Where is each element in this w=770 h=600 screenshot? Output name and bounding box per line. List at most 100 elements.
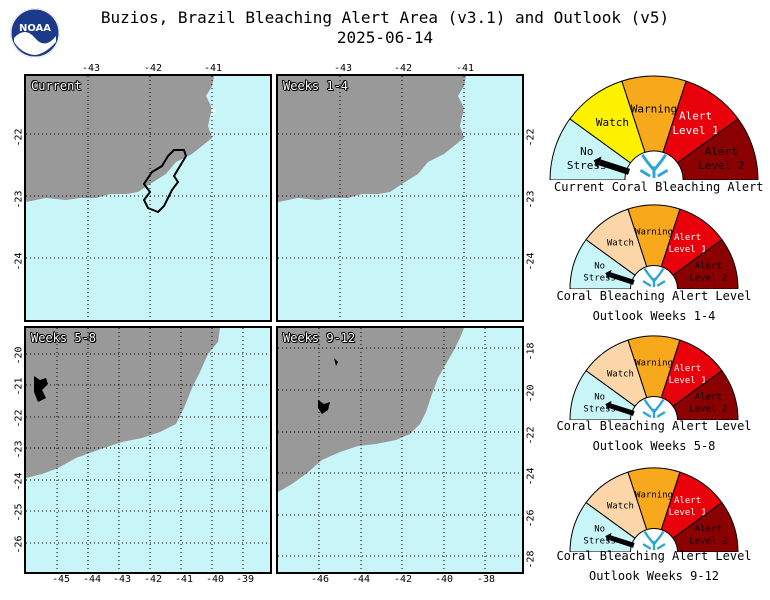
gauge-segment — [660, 339, 723, 407]
gauge-caption-outlook: Outlook Weeks 9-12 — [588, 569, 720, 583]
gauge-segment — [621, 75, 687, 153]
gauge-segment-label: Warning — [635, 491, 673, 501]
axis-tick: -25 — [13, 503, 25, 522]
gauge-segment — [585, 339, 648, 407]
axis-tick: -22 — [525, 128, 537, 147]
gauge-segment-label: No — [594, 393, 605, 403]
gauge-segment-label: Level 1 — [669, 376, 707, 386]
gauge-segment — [672, 501, 739, 553]
gauge-segment-label: Watch — [607, 369, 634, 379]
gauge-needle-head — [605, 532, 612, 543]
axis-tick: -24 — [13, 472, 25, 491]
axis-tick: -23 — [525, 190, 537, 209]
axis-tick: -44 — [83, 574, 102, 585]
coral-icon — [642, 398, 666, 418]
axis-tick: -20 — [13, 346, 25, 365]
land-area — [26, 76, 214, 202]
gauge-segment — [660, 471, 723, 539]
noaa-logo-text: NOAA — [19, 23, 51, 34]
gauge-needle — [609, 272, 635, 285]
gauge-needle — [609, 535, 635, 548]
gauge-segment-label: Alert — [705, 145, 738, 158]
gauge-segment-label: Warning — [635, 228, 673, 238]
gauge-segment-label: Watch — [607, 238, 634, 248]
gauge-segment-label: Level 2 — [689, 536, 727, 546]
map-panel-weeks-9-12: Weeks 9-12 — [276, 326, 524, 574]
axis-tick: -46 — [311, 574, 330, 585]
axis-tick: -18 — [525, 342, 537, 361]
axis-tick: -22 — [13, 409, 25, 428]
axis-tick: -44 — [352, 574, 371, 585]
axis-tick: -43 — [334, 63, 353, 74]
gauge-segment-label: Watch — [596, 116, 629, 129]
gauge-needle-head — [605, 400, 612, 411]
gauge-segment — [676, 118, 759, 181]
gauge-needle — [598, 159, 631, 175]
gauge-segment-label: Stress — [583, 404, 616, 414]
figure-title: Buzios, Brazil Bleaching Alert Area (v3.… — [100, 8, 670, 27]
gauge-segment-label: Level 1 — [669, 245, 707, 255]
map-panel-current: Current — [24, 74, 272, 322]
axis-tick: -42 — [394, 574, 413, 585]
gauge-caption: Current Coral Bleaching Alert Level — [554, 180, 770, 194]
axis-tick: -24 — [525, 252, 537, 271]
axis-tick: -26 — [13, 535, 25, 554]
gauge-segment — [585, 208, 648, 276]
panel-label: Current — [31, 79, 82, 93]
land-area — [278, 328, 464, 492]
axis-tick: -20 — [525, 384, 537, 403]
axis-tick: -42 — [394, 63, 413, 74]
axis-tick: -40 — [435, 574, 454, 585]
axis-tick: -39 — [236, 574, 255, 585]
axis-tick: -40 — [206, 574, 225, 585]
gauge-segment — [662, 80, 739, 164]
gauge-segment-label: Watch — [607, 501, 634, 511]
gauge-segment — [585, 471, 648, 539]
map-current-svg — [26, 76, 270, 320]
alert-gauge: No Stress Watch Warning Alert Level 1 Alert Lev… — [568, 334, 740, 421]
alert-area-outline — [142, 149, 188, 214]
gauge-segment-label: Stress — [583, 536, 616, 546]
axis-tick: -24 — [13, 252, 25, 271]
gauge-segment-label: Level 2 — [689, 404, 727, 414]
map-weeks58-svg — [26, 328, 270, 572]
gauge-caption-outlook: Outlook Weeks 5-8 — [592, 439, 716, 453]
gauge-segment-label: Level 2 — [698, 159, 744, 172]
gauge-needle-head — [605, 269, 612, 280]
gauge-caption: Coral Bleaching Alert Level — [556, 289, 752, 303]
gauge-needle-head — [593, 156, 602, 169]
axis-tick: -41 — [204, 63, 223, 74]
panel-label: Weeks 1-4 — [283, 79, 349, 93]
axis-tick: -45 — [52, 574, 71, 585]
axis-tick: -22 — [525, 426, 537, 445]
gauge-segment-label: Level 1 — [669, 508, 707, 518]
gauge-needle — [609, 403, 635, 416]
alert-gauge: No Stress Watch Warning Alert Level 1 Alert Lev… — [568, 466, 740, 553]
gauge-segment-label: Alert — [695, 262, 722, 272]
map-panel-weeks-1-4: Weeks 1-4 — [276, 74, 524, 322]
map-weeks14-svg — [278, 76, 522, 320]
panel-label: Weeks 9-12 — [283, 331, 356, 345]
axis-tick: -43 — [82, 63, 101, 74]
gauge-caption-outlook: Outlook Weeks 1-4 — [592, 309, 716, 323]
coral-icon — [642, 530, 666, 550]
axis-tick: -41 — [456, 63, 475, 74]
gauge-segment — [627, 204, 681, 268]
gauge-segment-label: Alert — [695, 393, 722, 403]
gauge-segment-label: Level 1 — [672, 124, 718, 137]
gauge-segment-label: Stress — [583, 273, 616, 283]
gauge-segment-label: Warning — [635, 359, 673, 369]
figure-date: 2025-06-14 — [336, 28, 434, 47]
gauge-segment — [627, 335, 681, 399]
gauge-segment — [672, 369, 739, 421]
panel-label: Weeks 5-8 — [31, 331, 97, 345]
gauge-segment — [569, 80, 646, 164]
axis-tick: -43 — [113, 574, 132, 585]
axis-tick: -38 — [477, 574, 496, 585]
land-area — [26, 328, 220, 478]
gauge-segment-label: Level 2 — [689, 273, 727, 283]
map-weeks912-svg — [278, 328, 522, 572]
axis-tick: -42 — [144, 574, 163, 585]
coral-icon — [639, 153, 669, 178]
gauge-segment-label: No — [594, 525, 605, 535]
